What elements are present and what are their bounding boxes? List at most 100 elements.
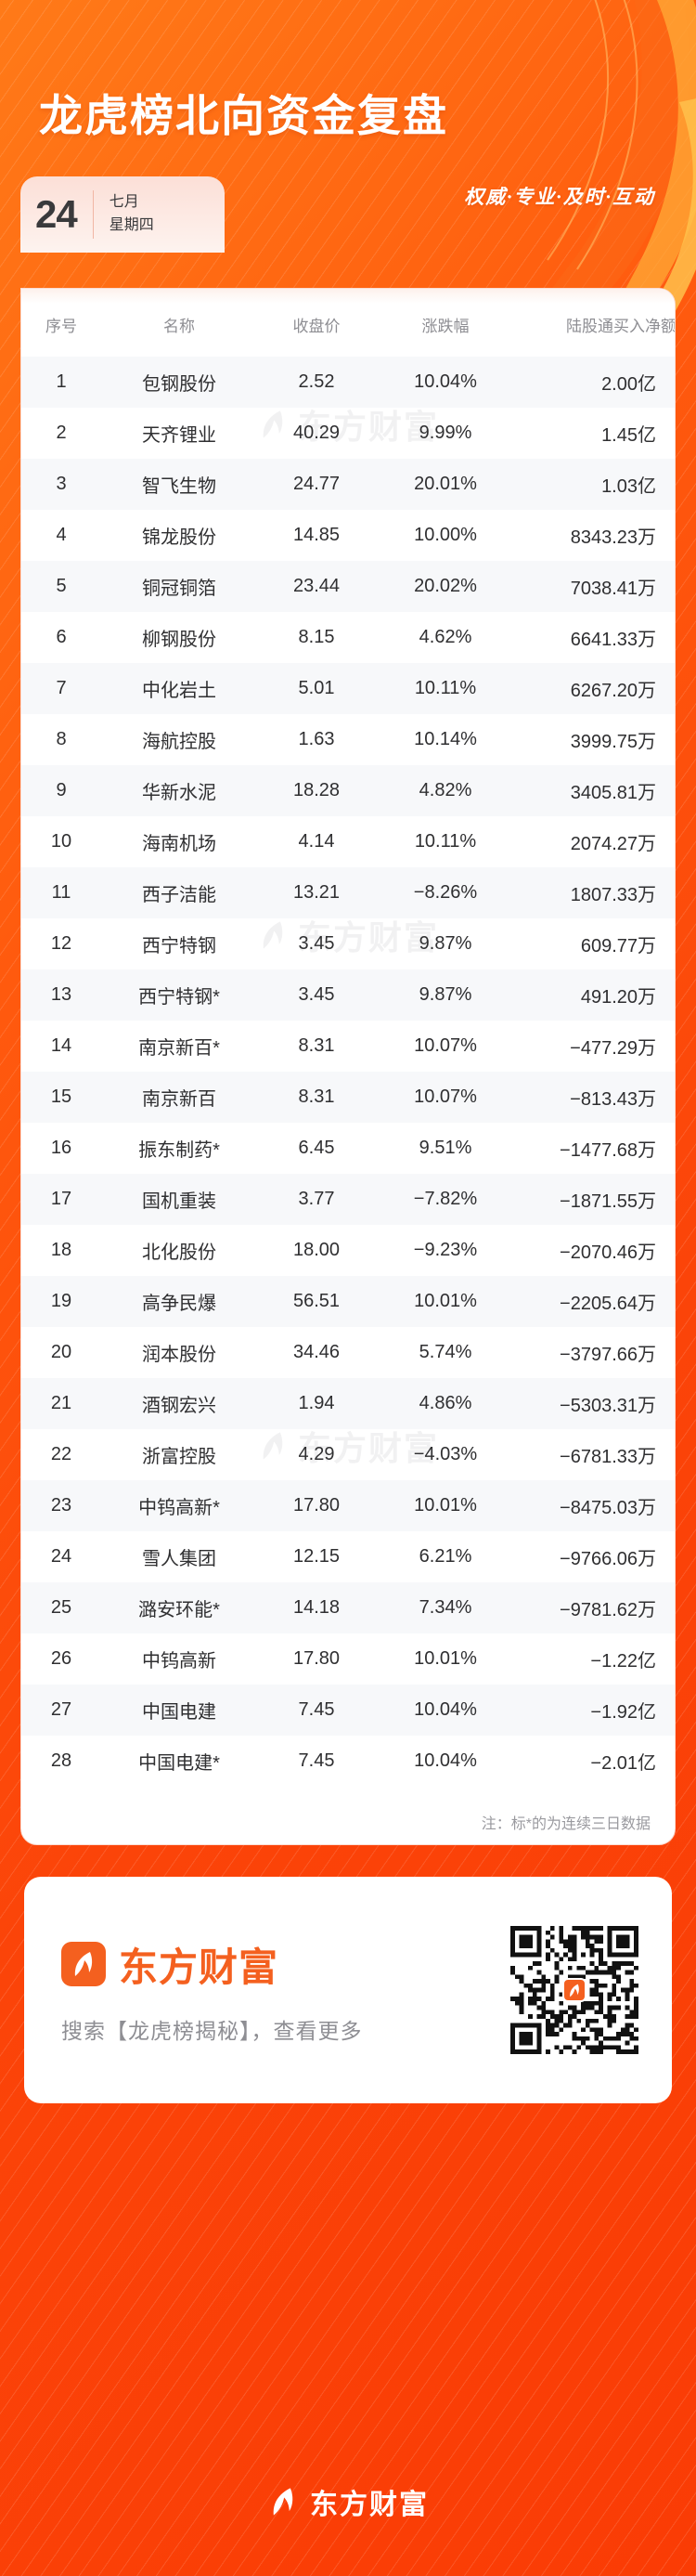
cell-index: 7	[21, 663, 101, 714]
table-row[interactable]: 9 华新水泥 18.28 4.82% 3405.81万	[21, 765, 675, 816]
cell-price: 13.21	[257, 867, 376, 918]
bottom-brand-name: 东方财富	[310, 2490, 429, 2520]
cell-price: 1.63	[298, 729, 335, 749]
table-row[interactable]: 1 包钢股份 2.52 10.04% 2.00亿	[21, 357, 675, 408]
search-hint-text: 搜索【龙虎榜揭秘】，查看更多	[61, 2018, 363, 2043]
table-row[interactable]: 8 海航控股 1.63 10.14% 3999.75万	[21, 714, 675, 765]
date-month: 七月	[109, 194, 139, 211]
cell-price: 6.45	[298, 1138, 335, 1158]
cell-change: 10.11%	[414, 831, 477, 852]
cell-name: 锦龙股份	[142, 527, 216, 548]
table-row[interactable]: 27 中国电建 7.45 10.04% −1.92亿	[21, 1685, 675, 1736]
cell-name: 北化股份	[142, 1242, 216, 1263]
table-row[interactable]: 18 北化股份 18.00 −9.23% −2070.46万	[21, 1225, 675, 1276]
table-row[interactable]: 7 中化岩土 5.01 10.11% 6267.20万	[21, 663, 675, 714]
cell-index: 18	[50, 1240, 72, 1260]
cell-price: 3.45	[298, 933, 335, 954]
qr-code-image	[510, 1926, 638, 2054]
cell-net: 1.45亿	[601, 425, 656, 446]
cell-name: 中化岩土	[101, 663, 257, 714]
cell-price: 5.01	[257, 663, 376, 714]
cell-price: 17.80	[292, 1648, 341, 1669]
cell-price: 12.15	[292, 1546, 341, 1567]
cell-name: 西宁特钢*	[101, 969, 257, 1021]
cell-index: 25	[21, 1582, 101, 1633]
ranking-table: 序号 名称 收盘价 涨跌幅 陆股通买入净额 1 包钢股份 2.52 10.04% 2.0…	[21, 304, 675, 1787]
table-row[interactable]: 12 西宁特钢 3.45 9.87% 609.77万	[21, 918, 675, 969]
cell-net: 7038.41万	[515, 561, 675, 612]
column-header-net: 陆股通买入净额	[515, 304, 675, 357]
bottom-brand-bar: 东方财富	[0, 2481, 696, 2522]
cell-change: 9.99%	[419, 423, 472, 443]
table-row[interactable]: 22 浙富控股 4.29 −4.03% −6781.33万	[21, 1429, 675, 1480]
cell-price: 23.44	[257, 561, 376, 612]
table-row[interactable]: 20 润本股份 34.46 5.74% −3797.66万	[21, 1327, 675, 1378]
table-row[interactable]: 14 南京新百* 8.31 10.07% −477.29万	[21, 1021, 675, 1072]
cell-change: 10.04%	[376, 1685, 515, 1736]
column-header-name: 名称	[101, 304, 257, 357]
cell-index: 16	[50, 1138, 72, 1158]
column-header-price: 收盘价	[257, 304, 376, 357]
table-row[interactable]: 19 高争民爆 56.51 10.01% −2205.64万	[21, 1276, 675, 1327]
table-row[interactable]: 13 西宁特钢* 3.45 9.87% 491.20万	[21, 969, 675, 1021]
table-row[interactable]: 16 振东制药* 6.45 9.51% −1477.68万	[21, 1123, 675, 1174]
table-row[interactable]: 21 酒钢宏兴 1.94 4.86% −5303.31万	[21, 1378, 675, 1429]
cell-change: 9.51%	[419, 1138, 472, 1158]
cell-name: 铜冠铜箔	[101, 561, 257, 612]
cell-price: 8.15	[298, 627, 335, 647]
cell-index: 4	[56, 525, 67, 545]
table-row[interactable]: 24 雪人集团 12.15 6.21% −9766.06万	[21, 1531, 675, 1582]
cell-price: 14.85	[292, 525, 341, 545]
cell-net: 491.20万	[515, 969, 675, 1021]
table-row[interactable]: 4 锦龙股份 14.85 10.00% 8343.23万	[21, 510, 675, 561]
table-row[interactable]: 5 铜冠铜箔 23.44 20.02% 7038.41万	[21, 561, 675, 612]
table-header-row: 序号 名称 收盘价 涨跌幅 陆股通买入净额	[21, 304, 675, 357]
cell-index: 13	[21, 969, 101, 1021]
cell-change: −8.26%	[376, 867, 515, 918]
cell-net: −813.43万	[515, 1072, 675, 1123]
qr-code[interactable]	[510, 1926, 638, 2054]
table-row[interactable]: 11 西子洁能 13.21 −8.26% 1807.33万	[21, 867, 675, 918]
cell-price: 8.31	[298, 1035, 335, 1056]
table-row[interactable]: 25 潞安环能* 14.18 7.34% −9781.62万	[21, 1582, 675, 1633]
table-row[interactable]: 28 中国电建* 7.45 10.04% −2.01亿	[21, 1736, 675, 1787]
cell-price: 8.31	[257, 1072, 376, 1123]
cell-name: 天齐锂业	[142, 425, 216, 446]
cell-index: 14	[50, 1035, 72, 1056]
cell-net: −1.22亿	[590, 1651, 656, 1672]
cell-net: 6267.20万	[515, 663, 675, 714]
cell-price: 7.45	[257, 1685, 376, 1736]
column-header-change: 涨跌幅	[376, 304, 515, 357]
cell-index: 28	[50, 1750, 72, 1771]
table-row[interactable]: 23 中钨高新* 17.80 10.01% −8475.03万	[21, 1480, 675, 1531]
table-row[interactable]: 2 天齐锂业 40.29 9.99% 1.45亿	[21, 408, 675, 459]
cell-change: 7.34%	[376, 1582, 515, 1633]
table-row[interactable]: 10 海南机场 4.14 10.11% 2074.27万	[21, 816, 675, 867]
cell-index: 2	[56, 423, 67, 443]
table-footnote: 注：标*的为连续三日数据	[481, 1816, 651, 1832]
date-divider	[92, 190, 94, 239]
cell-change: 10.11%	[376, 663, 515, 714]
cell-name: 中钨高新	[142, 1651, 216, 1672]
date-weekday: 星期四	[109, 217, 154, 233]
cell-index: 20	[50, 1342, 72, 1362]
cell-name: 华新水泥	[101, 765, 257, 816]
table-row[interactable]: 26 中钨高新 17.80 10.01% −1.22亿	[21, 1633, 675, 1685]
cell-name: 西宁特钢	[142, 936, 216, 956]
cell-name: 浙富控股	[142, 1447, 216, 1467]
cell-index: 21	[21, 1378, 101, 1429]
cell-index: 10	[50, 831, 72, 852]
table-row[interactable]: 3 智飞生物 24.77 20.01% 1.03亿	[21, 459, 675, 510]
cell-name: 中国电建*	[138, 1753, 220, 1774]
table-row[interactable]: 15 南京新百 8.31 10.07% −813.43万	[21, 1072, 675, 1123]
cell-index: 27	[21, 1685, 101, 1736]
cell-name: 海航控股	[142, 732, 216, 752]
cell-price: 40.29	[292, 423, 341, 443]
table-row[interactable]: 6 柳钢股份 8.15 4.62% 6641.33万	[21, 612, 675, 663]
cell-change: 10.04%	[414, 1750, 477, 1771]
footer-card: 东方财富 搜索【龙虎榜揭秘】，查看更多	[24, 1877, 672, 2103]
cell-change: 9.87%	[376, 969, 515, 1021]
cell-name: 酒钢宏兴	[101, 1378, 257, 1429]
flame-mark-small-icon	[570, 1984, 579, 1997]
table-row[interactable]: 17 国机重装 3.77 −7.82% −1871.55万	[21, 1174, 675, 1225]
